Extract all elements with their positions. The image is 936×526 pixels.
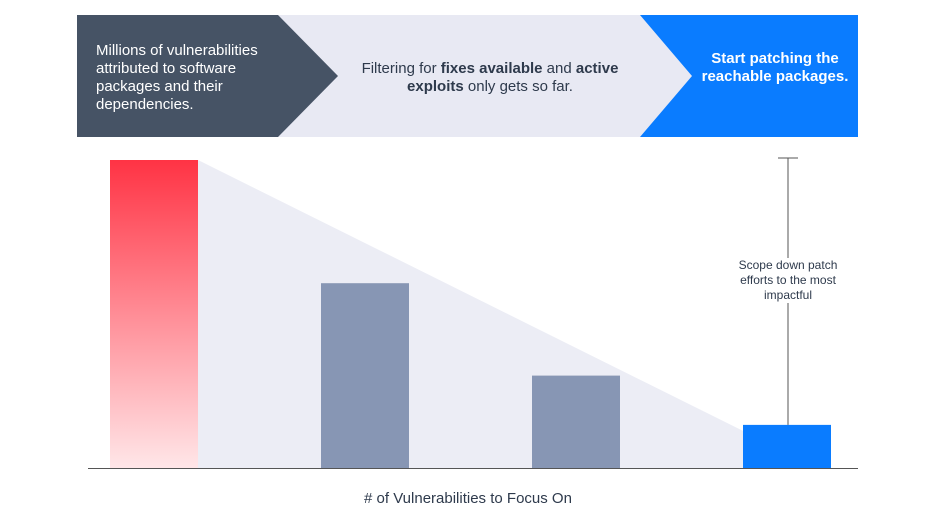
step-1-text: Millions of vulnerabilities attributed t… [96, 42, 258, 113]
bar-4 [743, 424, 831, 468]
bar-3 [532, 375, 620, 468]
step-3-arrow [640, 15, 858, 137]
step-3-text: Start patching the reachable packages. [701, 50, 849, 85]
step-2-text-before: Filtering for [361, 60, 441, 77]
process-banner [77, 15, 858, 137]
bar-2 [321, 283, 409, 468]
step-1-arrow [77, 15, 338, 137]
step-2-text: Filtering for fixes available and active… [345, 60, 635, 96]
annotation-text: Scope down patch efforts to the most imp… [738, 258, 838, 303]
funnel-area [198, 160, 743, 468]
bar-1 [110, 160, 198, 468]
x-axis-label: # of Vulnerabilities to Focus On [364, 490, 572, 507]
step-2-text-middle: and [542, 60, 576, 77]
step-2-arrow [270, 15, 700, 137]
step-2-text-after: only gets so far. [463, 78, 573, 95]
step-2-bold-exploits: active exploits [407, 60, 619, 95]
step-2-bold-fixes: fixes available [440, 60, 543, 77]
